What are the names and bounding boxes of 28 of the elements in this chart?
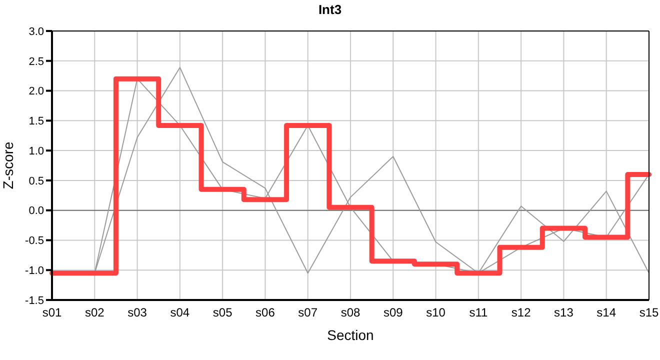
x-tick-label: s13 — [554, 306, 574, 320]
x-axis-title: Section — [327, 327, 374, 343]
x-tick-label: s08 — [340, 306, 360, 320]
x-tick-label: s07 — [298, 306, 318, 320]
y-tick-label: -1.0 — [25, 265, 44, 278]
x-tick-label: s03 — [128, 306, 148, 320]
x-tick-label: s04 — [170, 306, 190, 320]
x-tick-label: s10 — [426, 306, 446, 320]
x-tick-label: s09 — [383, 306, 404, 320]
y-tick-label: 2.5 — [28, 56, 44, 68]
x-tick-label: s15 — [639, 306, 659, 320]
x-tick-label: s14 — [596, 306, 616, 320]
x-tick-label: s12 — [511, 306, 532, 320]
y-tick-label: 1.0 — [28, 145, 44, 158]
chart-title: Int3 — [317, 2, 343, 17]
y-tick-label: 2.0 — [28, 86, 44, 98]
y-tick-label: 0.5 — [28, 175, 44, 188]
y-tick-label: 0.0 — [28, 205, 44, 218]
y-axis-title: Z-score — [0, 142, 16, 190]
y-tick-label: 1.5 — [28, 116, 44, 128]
x-tick-label: s05 — [212, 306, 233, 320]
x-tick-label: s01 — [42, 306, 62, 320]
x-tick-label: s11 — [469, 306, 488, 320]
x-tick-label: s06 — [256, 306, 276, 320]
x-tick-label: s02 — [84, 306, 105, 320]
y-tick-label: -0.5 — [25, 235, 44, 248]
y-tick-label: 3.0 — [28, 26, 44, 38]
y-tick-label: -1.5 — [25, 294, 44, 307]
